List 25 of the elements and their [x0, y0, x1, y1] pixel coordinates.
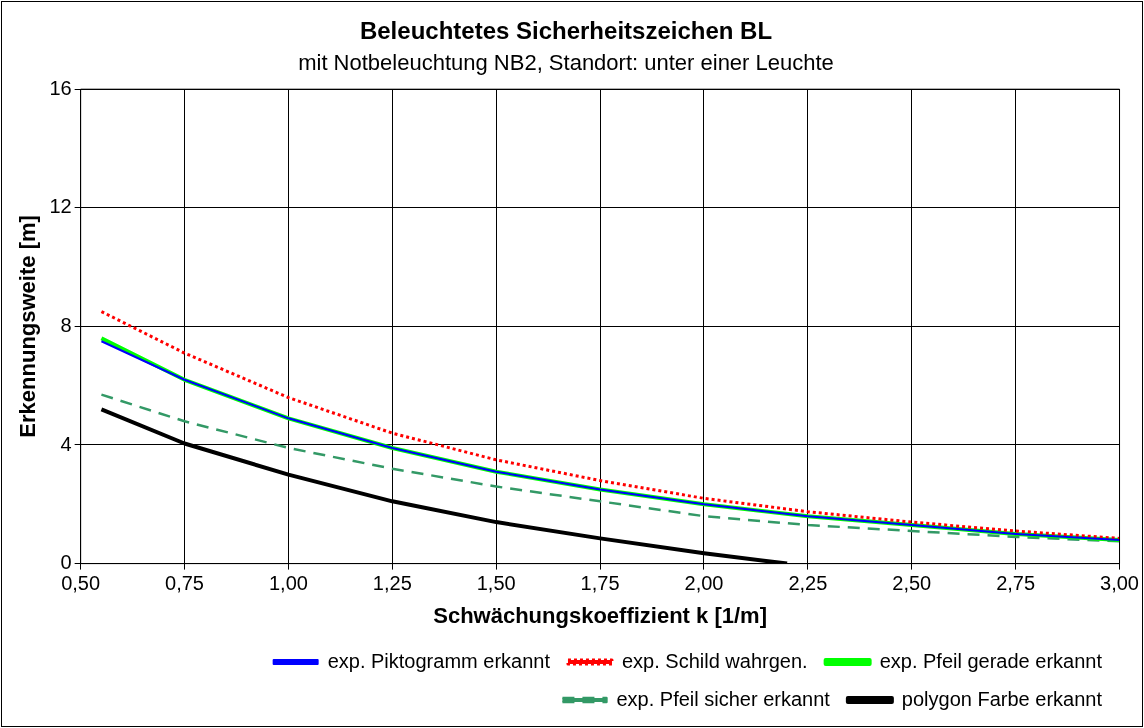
x-tick-label: 0,75 [165, 572, 204, 595]
x-tick-label: 1,50 [476, 572, 516, 595]
legend-label: exp. Schild wahrgen. [621, 649, 808, 672]
x-tick-label: 1,00 [268, 572, 308, 595]
x-tick-label: 2,75 [996, 572, 1036, 595]
y-tick-label: 16 [49, 76, 72, 99]
x-tick-label: 2,25 [788, 572, 828, 595]
x-tick-label: 1,25 [372, 572, 412, 595]
legend-label: polygon Farbe erkannt [901, 687, 1103, 710]
legend-label: exp. Pfeil gerade erkannt [879, 649, 1103, 672]
y-tick-label: 0 [60, 551, 72, 574]
x-tick-label: 2,50 [892, 572, 932, 595]
x-tick-label: 0,50 [61, 572, 101, 595]
y-tick-label: 4 [60, 432, 72, 455]
x-tick-label: 3,00 [1100, 572, 1140, 595]
legend-label: exp. Piktogramm erkannt [327, 649, 551, 672]
chart-subtitle: mit Notbeleuchtung NB2, Standort: unter einer Leuchte [298, 50, 834, 76]
x-tick-label: 2,00 [684, 572, 724, 595]
y-tick-label: 8 [60, 313, 72, 336]
y-tick-label: 12 [49, 195, 72, 218]
chart-title: Beleuchtetes Sicherheitszeichen BL [359, 17, 773, 45]
y-axis-title: Erkennungsweite [m] [15, 215, 41, 438]
x-tick-label: 1,75 [580, 572, 620, 595]
legend-label: exp. Pfeil sicher erkannt [616, 687, 831, 710]
x-axis-title: Schwächungskoeffizient k [1/m] [433, 602, 767, 628]
